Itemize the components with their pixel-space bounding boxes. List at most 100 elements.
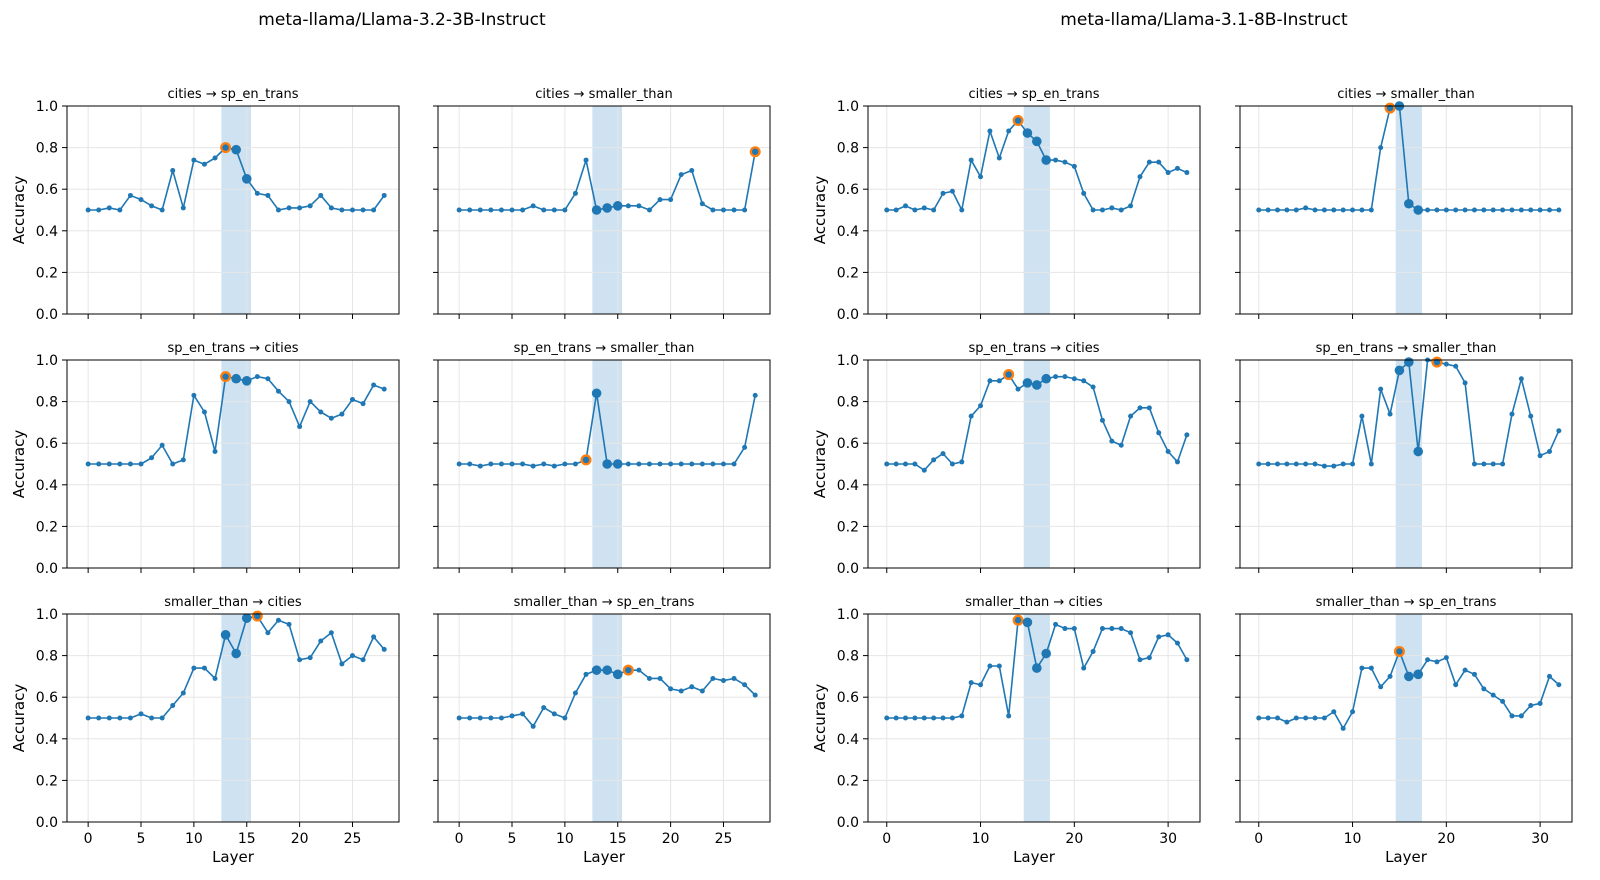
y-tick-label: 0.2	[36, 265, 58, 281]
data-point	[275, 617, 281, 623]
highlight-point	[1404, 671, 1414, 682]
data-point	[106, 715, 112, 721]
data-point	[720, 678, 726, 684]
data-point	[921, 205, 927, 211]
data-point	[1396, 648, 1403, 655]
data-point	[912, 461, 918, 467]
data-point	[138, 711, 144, 717]
data-point	[940, 190, 946, 196]
subplot-1: 0.0 0.2 0.4 0.6 0.8 1.0 cities → sp_en_trans Ac…	[10, 87, 400, 323]
data-point	[1378, 386, 1384, 392]
data-point	[968, 680, 974, 686]
y-tick-label: 0.4	[36, 478, 58, 494]
data-point	[1099, 626, 1105, 632]
y-tick-label: 1.0	[837, 353, 859, 369]
y-tick-label: 1.0	[837, 99, 859, 115]
data-point	[720, 461, 726, 467]
data-point	[912, 207, 918, 213]
subplot-title: cities → sp_en_trans	[968, 87, 1099, 102]
data-point	[1128, 203, 1134, 209]
data-point	[1137, 174, 1143, 180]
data-point	[467, 461, 473, 467]
data-point	[562, 461, 568, 467]
highlight-point	[1404, 357, 1414, 367]
x-tick-label: 20	[1437, 831, 1455, 847]
data-point	[307, 203, 313, 209]
data-point	[509, 713, 515, 719]
data-point	[1265, 715, 1271, 721]
data-point	[1453, 363, 1459, 369]
data-point	[1081, 190, 1087, 196]
data-point	[1509, 207, 1515, 213]
highlight-point	[1032, 663, 1042, 673]
subplot-title: smaller_than → sp_en_trans	[1316, 595, 1497, 610]
y-axis-label: Accuracy	[811, 684, 829, 753]
plot-frame	[1239, 105, 1573, 315]
plot-frame	[437, 359, 771, 569]
highlight-point	[231, 144, 241, 155]
data-point	[903, 461, 909, 467]
highlight-point	[602, 665, 612, 675]
data-point	[1481, 207, 1487, 213]
highlight-point	[1394, 365, 1405, 376]
data-point	[1528, 703, 1534, 709]
y-tick-label: 0.0	[837, 307, 859, 323]
data-point	[978, 682, 984, 688]
y-tick-label: 0.0	[837, 815, 859, 831]
data-point	[1490, 692, 1496, 698]
data-point	[328, 630, 334, 636]
x-tick-label: 30	[1531, 831, 1549, 847]
highlight-band	[1023, 360, 1050, 568]
data-point	[1518, 713, 1524, 719]
data-point	[1053, 621, 1059, 627]
data-point	[1331, 709, 1337, 715]
data-point	[1062, 159, 1068, 165]
data-point	[180, 205, 186, 211]
data-point	[1500, 207, 1506, 213]
x-tick-label: 20	[662, 831, 680, 847]
data-point	[731, 461, 737, 467]
data-point	[1303, 715, 1309, 721]
data-point	[1509, 713, 1515, 719]
data-point	[1528, 207, 1534, 213]
highlight-band	[592, 614, 622, 822]
data-point	[1165, 449, 1171, 455]
data-point	[1434, 207, 1440, 213]
subplot-title: cities → smaller_than	[535, 87, 672, 102]
data-point	[1471, 461, 1477, 467]
data-point	[212, 155, 218, 161]
data-point	[646, 207, 652, 213]
data-point	[912, 715, 918, 721]
data-point	[467, 207, 473, 213]
data-point	[1490, 207, 1496, 213]
data-point	[1062, 374, 1068, 380]
subplot-title: sp_en_trans → cities	[968, 341, 1099, 356]
data-point	[1359, 665, 1365, 671]
data-point	[170, 167, 176, 173]
plot-frame	[437, 613, 771, 823]
data-point	[668, 686, 674, 692]
data-point	[996, 378, 1002, 384]
data-point	[170, 703, 176, 709]
data-point	[1109, 438, 1115, 444]
y-tick-label: 0.6	[837, 182, 859, 198]
data-point	[1350, 207, 1356, 213]
highlight-point	[1022, 378, 1033, 388]
data-point	[1275, 207, 1281, 213]
data-point	[884, 461, 890, 467]
highlight-point	[241, 613, 252, 623]
highlight-band	[221, 106, 251, 314]
data-point	[201, 409, 207, 415]
data-point	[572, 461, 578, 467]
data-point	[180, 457, 186, 463]
data-point	[1174, 459, 1180, 465]
data-point	[689, 684, 695, 690]
data-point	[498, 715, 504, 721]
data-point	[371, 634, 377, 640]
x-tick-label: 15	[609, 831, 627, 847]
data-point	[1350, 709, 1356, 715]
data-point	[159, 715, 165, 721]
y-tick-label: 1.0	[36, 353, 58, 369]
data-point	[742, 207, 748, 213]
data-point	[710, 675, 716, 681]
